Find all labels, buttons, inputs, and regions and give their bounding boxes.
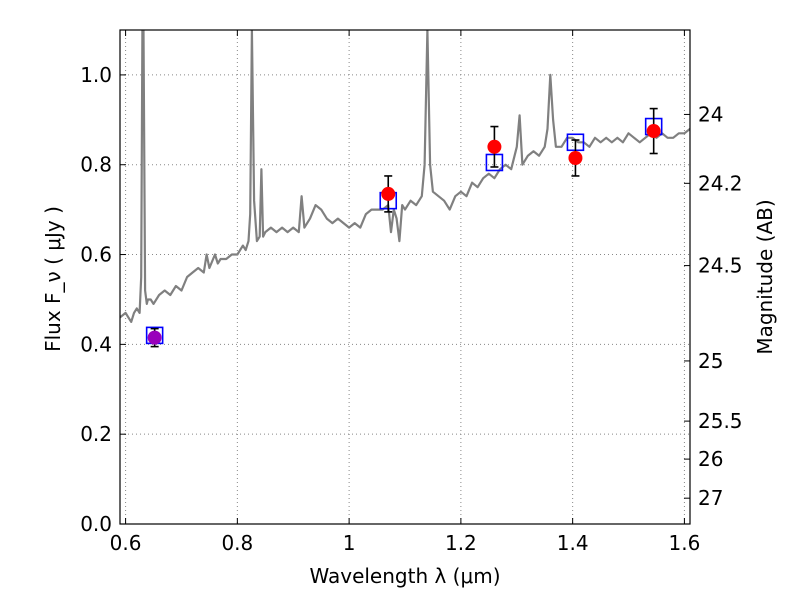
x-axis-label: Wavelength λ (μm) [309,564,500,588]
right-tick-label: 27 [698,486,723,510]
observed-point [381,186,396,201]
y-tick-label: 0.2 [80,422,112,446]
observed-point [487,139,502,154]
observed-point [646,124,661,139]
y-tick-label: 1.0 [80,63,112,87]
axis-ticks: 0.6 0.8 1 1.2 1.4 1.6 0.0 0.2 0.4 0.6 0.8 1.0 24 24.2… [80,30,743,555]
observed-point [568,150,583,165]
y-tick-label: 0.8 [80,153,112,177]
x-tick-label: 1.6 [669,531,701,555]
x-tick-label: 1 [343,531,356,555]
right-tick-label: 24.5 [698,254,743,278]
plot-area [120,30,690,348]
x-tick-label: 0.6 [110,531,142,555]
x-tick-label: 1.2 [445,531,477,555]
observed-point [147,330,162,345]
right-tick-label: 26 [698,447,723,471]
y-tick-label: 0.6 [80,243,112,267]
grid-lines [120,30,690,525]
right-axis-label: Magnitude (AB) [753,199,777,354]
y-axis-label: Flux F_ν ( μJy ) [41,206,65,352]
x-tick-label: 1.4 [557,531,589,555]
plot-frame [119,29,691,525]
model-spectrum-line [120,30,690,323]
right-tick-label: 25 [698,349,723,373]
right-tick-label: 24 [698,102,723,126]
y-tick-label: 0.0 [80,512,112,536]
right-tick-label: 24.2 [698,171,743,195]
y-tick-label: 0.4 [80,332,112,356]
x-tick-label: 0.8 [221,531,253,555]
right-tick-label: 25.5 [698,409,743,433]
